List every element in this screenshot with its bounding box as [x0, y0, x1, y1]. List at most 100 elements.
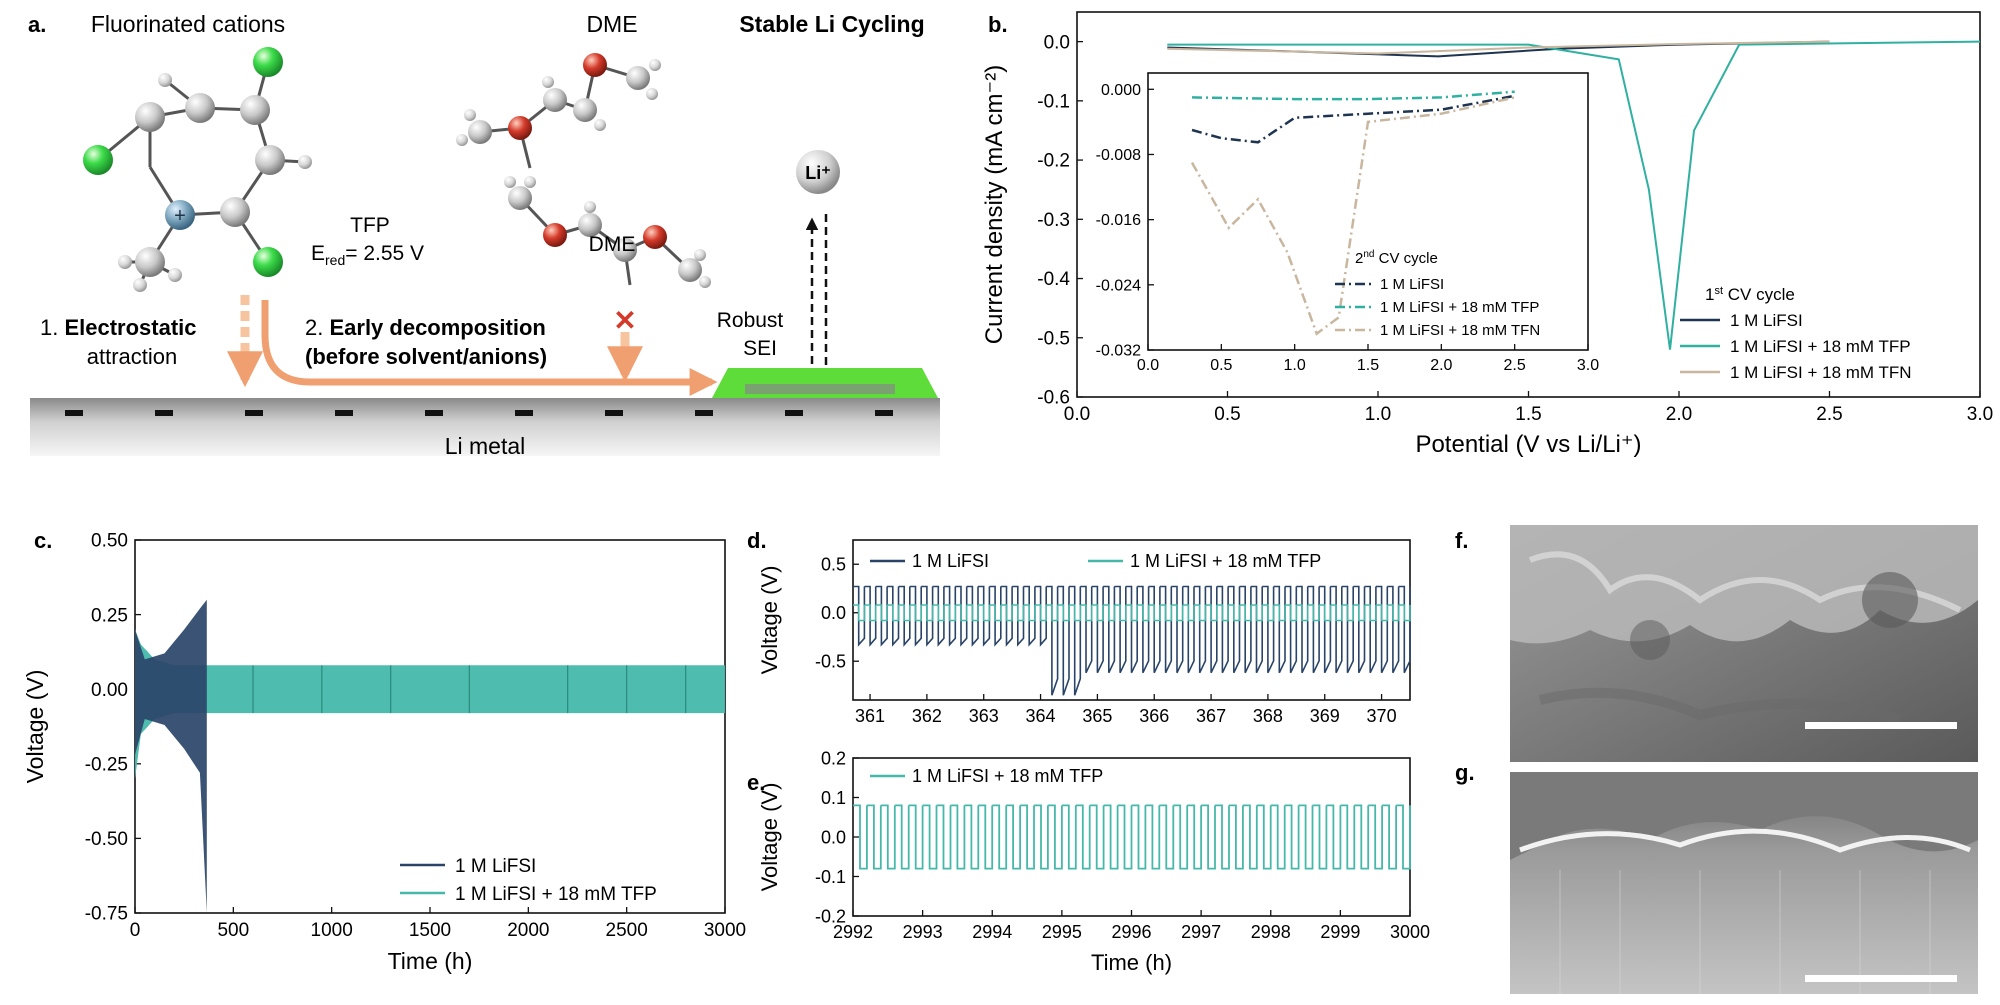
panel-a-letter: a. [28, 12, 46, 37]
x-tick-label: 1.0 [1284, 357, 1306, 374]
scale-bar-f [1805, 722, 1957, 729]
inset-series-line [1190, 96, 1515, 336]
y-tick-label: -0.25 [85, 754, 128, 775]
ered-label: Ered= 2.55 V [311, 242, 424, 268]
y-tick-label: -0.50 [85, 829, 128, 850]
x-tick-label: 361 [855, 706, 885, 726]
dme-molecule-top [456, 53, 661, 169]
panel-f: f. [1455, 525, 1978, 762]
panel-c: c. 0 500 1000 1500 2000 2500 3000 0.50 0.25 0.00 -… [22, 528, 746, 974]
panel-f-letter: f. [1455, 528, 1468, 553]
y-tick-label: -0.6 [1037, 388, 1070, 409]
x-tick-label: 2992 [833, 922, 873, 942]
c-legend-entry: 1 M LiFSI + 18 mM TFP [455, 884, 657, 905]
x-axis-label: Time (h) [388, 948, 473, 974]
x-tick-label: 3.0 [1577, 357, 1599, 374]
long-cycling-chart: 0 500 1000 1500 2000 2500 3000 0.50 0.25 0.00 -0.2… [22, 531, 746, 974]
y-tick-label: -0.5 [815, 652, 846, 672]
lifsi-voltage-trace [853, 585, 1411, 696]
y-axis-label: Voltage (V) [757, 783, 782, 892]
step2-sub-label: (before solvent/anions) [305, 344, 547, 369]
tfp-molecule: + [83, 47, 312, 292]
fluorine-atom [253, 47, 283, 77]
panel-e-letter: e. [747, 770, 765, 795]
y-axis-label: Voltage (V) [22, 670, 48, 784]
x-axis-label: Time (h) [1091, 950, 1172, 975]
x-tick-label: 362 [912, 706, 942, 726]
nitrogen-atom [165, 200, 195, 230]
y-tick-label: 0.000 [1101, 82, 1141, 99]
x-tick-label: 2000 [507, 920, 549, 941]
x-tick-label: 0.5 [1214, 404, 1240, 425]
x-tick-label: 367 [1196, 706, 1226, 726]
d-legend-entry: 1 M LiFSI [912, 551, 989, 571]
zoom-364h-chart: 361 362 363 364 365 366 367 368 369 370 0.5 0.0 -0.5… [757, 539, 1411, 726]
y-tick-label: 0.0 [1044, 32, 1070, 53]
sem-image-g [1510, 772, 1978, 994]
li-ion [796, 150, 840, 194]
x-tick-label: 2996 [1111, 922, 1151, 942]
cv-legend-title: 1st CV cycle [1705, 285, 1795, 304]
x-tick-label: 0.5 [1210, 357, 1232, 374]
x-tick-label: 0 [130, 920, 141, 941]
li-metal-label: Li metal [445, 433, 526, 459]
x-tick-label: 0.0 [1064, 404, 1090, 425]
x-tick-label: 1000 [311, 920, 353, 941]
lifsi-voltage-band [135, 599, 207, 913]
x-tick-label: 365 [1082, 706, 1112, 726]
cv-main-chart: 0.0 0.5 1.0 1.5 2.0 2.5 3.0 0.0 -0.1 -0.2 -0.3 -0.4… [981, 11, 1993, 458]
x-tick-label: 1.5 [1357, 357, 1379, 374]
x-tick-label: 1.0 [1365, 404, 1391, 425]
y-tick-label: -0.008 [1096, 147, 1141, 164]
panel-e: e. 2992 2993 2994 2995 2996 2997 2998 2999 3000 0… [747, 748, 1430, 975]
fluorine-atom [253, 247, 283, 277]
e-legend-entry: 1 M LiFSI + 18 mM TFP [912, 766, 1103, 786]
robust-label: Robust [717, 309, 784, 332]
panel-b: b. 0.0 0.5 1.0 1.5 2.0 2.5 3.0 0.0 -0.1 -0.2 -0.3 -… [981, 11, 1993, 458]
d-legend-bg [862, 546, 1402, 576]
sei-label: SEI [743, 337, 777, 360]
y-tick-label: -0.032 [1096, 343, 1141, 360]
y-tick-label: -0.5 [1037, 328, 1070, 349]
step1-label: 1. Electrostatic [40, 315, 197, 340]
inset-legend-entry: 1 M LiFSI [1380, 276, 1444, 293]
c-legend-entry: 1 M LiFSI [455, 856, 536, 877]
x-tick-label: 2500 [606, 920, 648, 941]
y-tick-label: -0.3 [1037, 210, 1070, 231]
panel-d: d. 361 362 363 364 365 366 367 368 369 370 0.5 0.0 -… [747, 528, 1411, 726]
y-tick-label: -0.75 [85, 904, 128, 925]
cv-legend-entry: 1 M LiFSI [1730, 311, 1803, 330]
y-tick-label: 0.0 [821, 827, 846, 847]
y-tick-label: 0.00 [91, 680, 128, 701]
y-axis-label: Voltage (V) [757, 566, 782, 675]
step2-label: 2. Early decomposition [305, 315, 546, 340]
x-tick-label: 2995 [1042, 922, 1082, 942]
dme-title: DME [586, 11, 637, 37]
inset-legend-entry: 1 M LiFSI + 18 mM TFP [1380, 299, 1539, 316]
tfp-voltage-trace [853, 804, 1411, 870]
x-tick-label: 2997 [1181, 922, 1221, 942]
y-tick-label: -0.024 [1096, 277, 1141, 294]
y-tick-label: -0.2 [815, 906, 846, 926]
inset-legend-entry: 1 M LiFSI + 18 mM TFN [1380, 322, 1540, 339]
x-tick-label: 2.0 [1430, 357, 1452, 374]
x-tick-label: 1500 [409, 920, 451, 941]
x-tick-label: 2.5 [1504, 357, 1526, 374]
y-tick-label: -0.016 [1096, 212, 1141, 229]
x-tick-label: 3000 [704, 920, 746, 941]
y-tick-label: 0.50 [91, 531, 128, 552]
x-tick-label: 369 [1310, 706, 1340, 726]
cv-legend-entry: 1 M LiFSI + 18 mM TFN [1730, 363, 1912, 382]
blocked-cross-icon: ✕ [613, 305, 636, 336]
x-tick-label: 370 [1367, 706, 1397, 726]
x-tick-label: 2994 [972, 922, 1012, 942]
x-tick-label: 3000 [1390, 922, 1430, 942]
stable-li-cycling-title: Stable Li Cycling [739, 11, 924, 37]
panel-d-letter: d. [747, 528, 767, 553]
x-tick-label: 2999 [1320, 922, 1360, 942]
y-tick-label: -0.4 [1037, 269, 1070, 290]
zoom-3000h-chart: 2992 2993 2994 2995 2996 2997 2998 2999 3000 0.2 0… [757, 748, 1430, 975]
y-tick-label: 0.1 [821, 788, 846, 808]
y-axis-label: Current density (mA cm⁻²) [981, 65, 1008, 344]
